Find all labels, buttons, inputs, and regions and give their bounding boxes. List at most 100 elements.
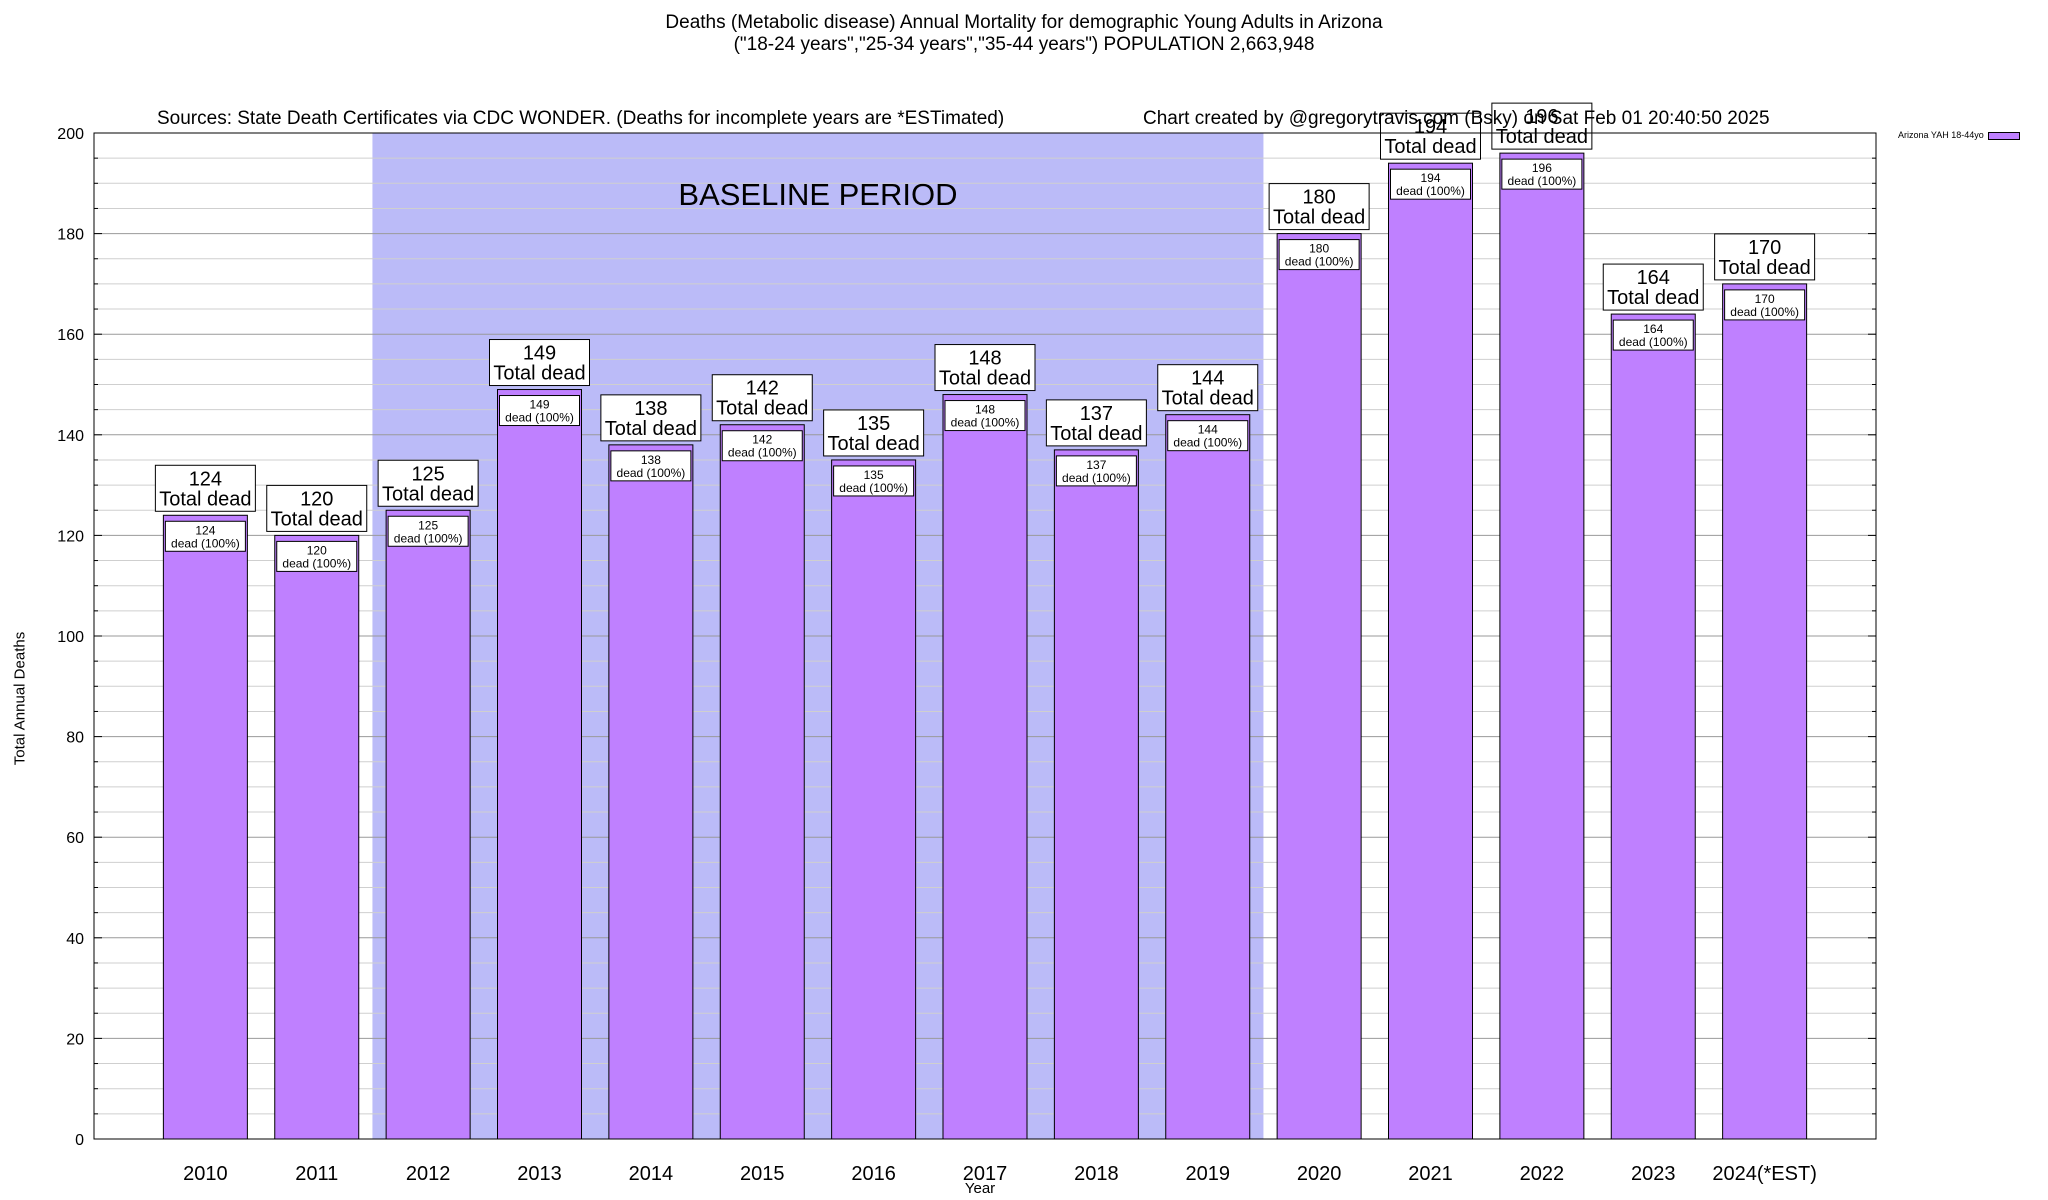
bar <box>497 389 582 1140</box>
y-tick-label: 80 <box>66 730 84 747</box>
bar <box>1499 152 1585 1140</box>
bar-top-label: Total dead <box>493 363 585 385</box>
bar-top-label: Total dead <box>605 418 697 440</box>
y-tick-label: 180 <box>57 227 84 244</box>
bar <box>162 514 248 1140</box>
bar-inner-label-box <box>387 515 469 547</box>
bar-inner-label-box <box>276 540 358 572</box>
x-tick-label: 2015 <box>740 1163 785 1185</box>
bar-top-label: Total dead <box>1384 136 1476 158</box>
bar-value-label: 125 <box>411 463 444 485</box>
bar <box>385 509 471 1140</box>
y-tick-label: 0 <box>75 1132 84 1149</box>
bar-top-label-box <box>600 394 702 442</box>
sources-note: Sources: State Death Certificates via CD… <box>157 108 1005 129</box>
x-tick-label: 2023 <box>1631 1163 1676 1185</box>
legend-label: Arizona YAH 18-44yo <box>1898 130 1984 140</box>
x-tick-label: 2020 <box>1297 1163 1342 1185</box>
bar-inner-label-box <box>499 395 580 427</box>
bar <box>1610 313 1696 1140</box>
bar-inner-label: dead (100%) <box>951 416 1020 430</box>
title-line-1: Deaths (Metabolic disease) Annual Mortal… <box>665 12 1383 33</box>
bar-top-label-box <box>1714 233 1816 281</box>
bar-inner-label-box <box>1390 168 1471 200</box>
bar-inner-value: 144 <box>1198 423 1218 437</box>
y-tick-label: 120 <box>57 528 84 545</box>
bar-top-label-box <box>266 484 368 532</box>
bar-value-label: 135 <box>857 413 890 435</box>
bar <box>719 424 805 1140</box>
bar-inner-value: 170 <box>1755 292 1775 306</box>
chart-title: Deaths (Metabolic disease) Annual Mortal… <box>0 12 2048 56</box>
bar-inner-value: 194 <box>1420 171 1440 185</box>
bar-top-label: Total dead <box>1162 388 1254 410</box>
bar-inner-value: 149 <box>529 398 549 412</box>
bar-top-label: Total dead <box>1496 126 1588 148</box>
bar-inner-label-box <box>833 465 915 497</box>
bar-value-label: 142 <box>746 378 779 400</box>
bar-inner-label-box <box>1724 289 1806 321</box>
bar-top-label-box <box>1491 102 1593 150</box>
legend: Arizona YAH 18-44yo <box>1898 130 2020 140</box>
bar-inner-label: dead (100%) <box>1730 305 1799 319</box>
y-tick-label: 60 <box>66 830 84 847</box>
bar-inner-label-box <box>721 430 803 462</box>
bar-inner-label: dead (100%) <box>171 536 240 550</box>
y-tick-label: 20 <box>66 1031 84 1048</box>
bar-top-label: Total dead <box>1607 287 1699 309</box>
y-axis-label: Total Annual Deaths <box>11 631 29 766</box>
x-tick-label: 2011 <box>295 1163 338 1185</box>
bar-top-label: Total dead <box>1050 423 1142 445</box>
bar-inner-value: 196 <box>1532 161 1552 175</box>
bar-inner-value: 124 <box>195 523 215 537</box>
y-tick-label: 160 <box>57 327 84 344</box>
x-tick-label: 2021 <box>1408 1163 1453 1185</box>
bar-inner-label: dead (100%) <box>1396 184 1465 198</box>
bar-inner-value: 120 <box>307 543 327 557</box>
bar-value-label: 170 <box>1748 237 1781 259</box>
legend-swatch <box>1987 131 2020 140</box>
bar-top-label: Total dead <box>271 508 363 530</box>
baseline-period-label: BASELINE PERIOD <box>678 177 957 212</box>
bar <box>831 459 917 1140</box>
bar-top-label-box <box>1157 364 1259 412</box>
bar <box>942 394 1028 1140</box>
bar-top-label-box <box>1380 112 1481 160</box>
x-tick-label: 2014 <box>629 1163 674 1185</box>
bar-value-label: 138 <box>634 398 667 420</box>
x-tick-label: 2010 <box>183 1163 228 1185</box>
bar-top-label: Total dead <box>382 483 474 505</box>
bar-value-label: 137 <box>1080 403 1113 425</box>
bar-inner-label-box <box>1278 239 1360 271</box>
bar-inner-label-box <box>164 520 246 552</box>
bar-value-label: 148 <box>968 348 1001 370</box>
bar-inner-label: dead (100%) <box>1619 335 1688 349</box>
bar-top-label-box <box>489 339 590 387</box>
bar-inner-label-box <box>1055 455 1137 487</box>
x-tick-label: 2017 <box>963 1163 1008 1185</box>
bar-inner-value: 142 <box>752 433 772 447</box>
bar-top-label-box <box>377 459 479 507</box>
bar-top-label: Total dead <box>716 398 808 420</box>
bar-inner-value: 164 <box>1643 322 1663 336</box>
y-tick-label: 200 <box>57 126 84 143</box>
bar-inner-label: dead (100%) <box>617 466 686 480</box>
bar <box>1053 449 1139 1140</box>
bar-inner-label: dead (100%) <box>839 481 908 495</box>
credit-note: Chart created by @gregorytravis.com (Bsk… <box>1143 108 1770 129</box>
bar-inner-label: dead (100%) <box>1508 174 1577 188</box>
bar-inner-value: 138 <box>641 453 661 467</box>
bar-inner-label: dead (100%) <box>505 411 574 425</box>
bar-value-label: 196 <box>1525 106 1558 128</box>
x-tick-label: 2024(*EST) <box>1712 1163 1817 1185</box>
bar-top-label-box <box>1268 183 1370 231</box>
bar-inner-value: 148 <box>975 403 995 417</box>
y-tick-label: 140 <box>57 428 84 445</box>
bar-inner-label: dead (100%) <box>1173 436 1242 450</box>
bar-inner-label: dead (100%) <box>394 531 463 545</box>
bar <box>1165 414 1251 1140</box>
bar-inner-label-box <box>1167 420 1249 452</box>
bar-inner-label-box <box>1612 319 1694 351</box>
bar-inner-label: dead (100%) <box>1285 255 1354 269</box>
bar-value-label: 124 <box>189 468 222 490</box>
